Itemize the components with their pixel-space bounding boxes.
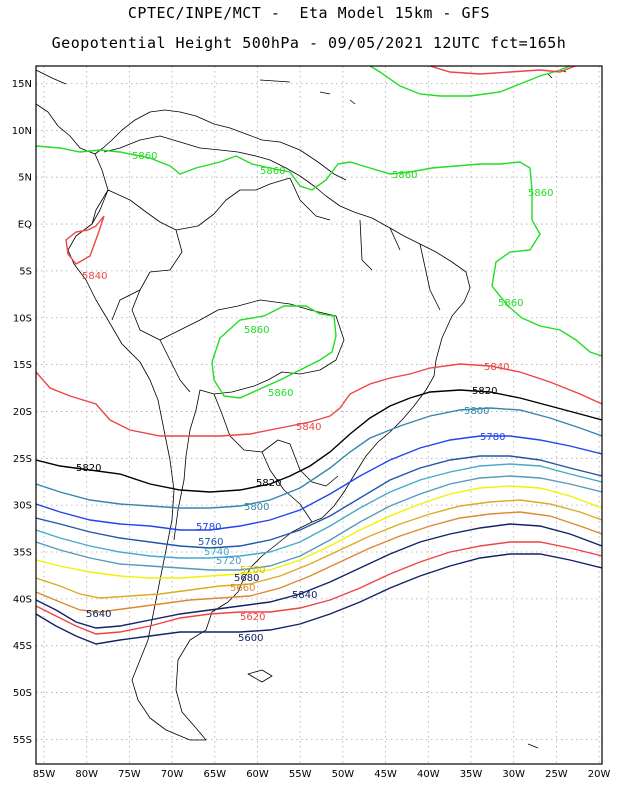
contour-5860-top: [369, 66, 571, 97]
contour-5860-north: [36, 145, 602, 357]
lon-label: 80W: [75, 769, 98, 780]
lon-label: 55W: [289, 769, 312, 780]
contour-lines: [36, 66, 602, 645]
lat-label: 35S: [13, 548, 32, 559]
lat-label: 50S: [13, 688, 32, 699]
label-5860: 5860: [244, 325, 269, 336]
lat-label: EQ: [18, 220, 32, 231]
lat-label: 5N: [18, 173, 32, 184]
label-5800: 5800: [464, 406, 489, 417]
lon-label: 25W: [545, 769, 568, 780]
lat-label: 45S: [13, 641, 32, 652]
label-5800: 5800: [244, 502, 269, 513]
lat-lon-grid: [36, 66, 602, 764]
title-field: Geopotential Height 500hPa - 09/05/2021 …: [51, 34, 567, 52]
label-5720: 5720: [216, 556, 241, 567]
latitude-labels: 15N 10N 5N EQ 5S 10S 15S 20S 25S 30S 35S 40S 45S 50S 5…: [12, 79, 32, 746]
label-5840: 5840: [484, 362, 509, 373]
label-5840: 5840: [292, 590, 317, 601]
contour-5600: [36, 553, 602, 645]
label-5860: 5860: [528, 188, 553, 199]
lon-label: 85W: [33, 769, 56, 780]
label-5860: 5860: [260, 166, 285, 177]
contour-5840-ecuador: [65, 215, 105, 265]
contour-5840-main: [36, 363, 602, 437]
label-5840: 5840: [82, 271, 107, 282]
lon-label: 20W: [588, 769, 611, 780]
lon-label: 35W: [460, 769, 483, 780]
contour-5840-north: [429, 66, 576, 75]
label-5600: 5600: [238, 633, 263, 644]
islands-south: [247, 669, 539, 749]
label-5820: 5820: [256, 478, 281, 489]
label-5860: 5860: [132, 151, 157, 162]
contour-5760: [36, 455, 602, 549]
central-america-coast: [36, 103, 347, 181]
contour-5800: [36, 407, 602, 509]
lon-label: 30W: [502, 769, 525, 780]
south-america-coast: [67, 135, 471, 741]
lat-label: 15N: [12, 79, 32, 90]
contour-5780: [36, 435, 602, 531]
label-5780: 5780: [480, 432, 505, 443]
lat-label: 10S: [13, 313, 32, 324]
label-5820: 5820: [76, 463, 101, 474]
label-5780: 5780: [196, 522, 221, 533]
lat-label: 15S: [13, 360, 32, 371]
coastlines-and-borders: [36, 69, 567, 749]
lat-label: 55S: [13, 735, 32, 746]
label-5760: 5760: [198, 537, 223, 548]
label-5620: 5620: [240, 612, 265, 623]
lon-label: 75W: [118, 769, 141, 780]
lat-label: 40S: [13, 594, 32, 605]
contour-5660: [36, 511, 602, 613]
map-frame: [35, 65, 603, 765]
lat-label: 5S: [19, 266, 32, 277]
contour-5860-interior: [211, 305, 337, 399]
label-5660: 5660: [230, 583, 255, 594]
title-model: CPTEC/INPE/MCT - Eta Model 15km - GFS: [127, 4, 491, 22]
lat-label: 25S: [13, 454, 32, 465]
lon-label: 50W: [332, 769, 355, 780]
lat-label: 10N: [12, 126, 32, 137]
contour-5700: [36, 485, 602, 579]
contour-5820: [36, 389, 602, 493]
contour-5740: [36, 463, 602, 559]
label-5860: 5860: [498, 298, 523, 309]
lon-label: 65W: [203, 769, 226, 780]
label-5820: 5820: [472, 386, 497, 397]
label-5740: 5740: [204, 547, 229, 558]
lat-label: 30S: [13, 501, 32, 512]
country-borders: [91, 177, 441, 541]
label-5860: 5860: [268, 388, 293, 399]
lon-label: 45W: [374, 769, 397, 780]
label-5700: 5700: [240, 565, 265, 576]
contour-5720: [36, 475, 602, 571]
caribbean-islands: [36, 69, 567, 105]
lon-label: 70W: [161, 769, 184, 780]
label-5680: 5680: [234, 573, 259, 584]
longitude-labels: 85W 80W 75W 70W 65W 60W 55W 50W 45W 40W 35W 30W 25W 2…: [33, 769, 611, 780]
label-5840: 5840: [296, 422, 321, 433]
contour-5620: [36, 541, 602, 635]
lon-label: 60W: [246, 769, 269, 780]
contour-5640: [36, 523, 602, 629]
contour-5680: [36, 499, 602, 599]
contour-labels: 5860 5860 5860 5860 5860 5860 5860 5840 …: [76, 151, 553, 644]
lon-label: 40W: [417, 769, 440, 780]
label-5640: 5640: [86, 609, 111, 620]
label-5860: 5860: [392, 170, 417, 181]
lat-label: 20S: [13, 407, 32, 418]
